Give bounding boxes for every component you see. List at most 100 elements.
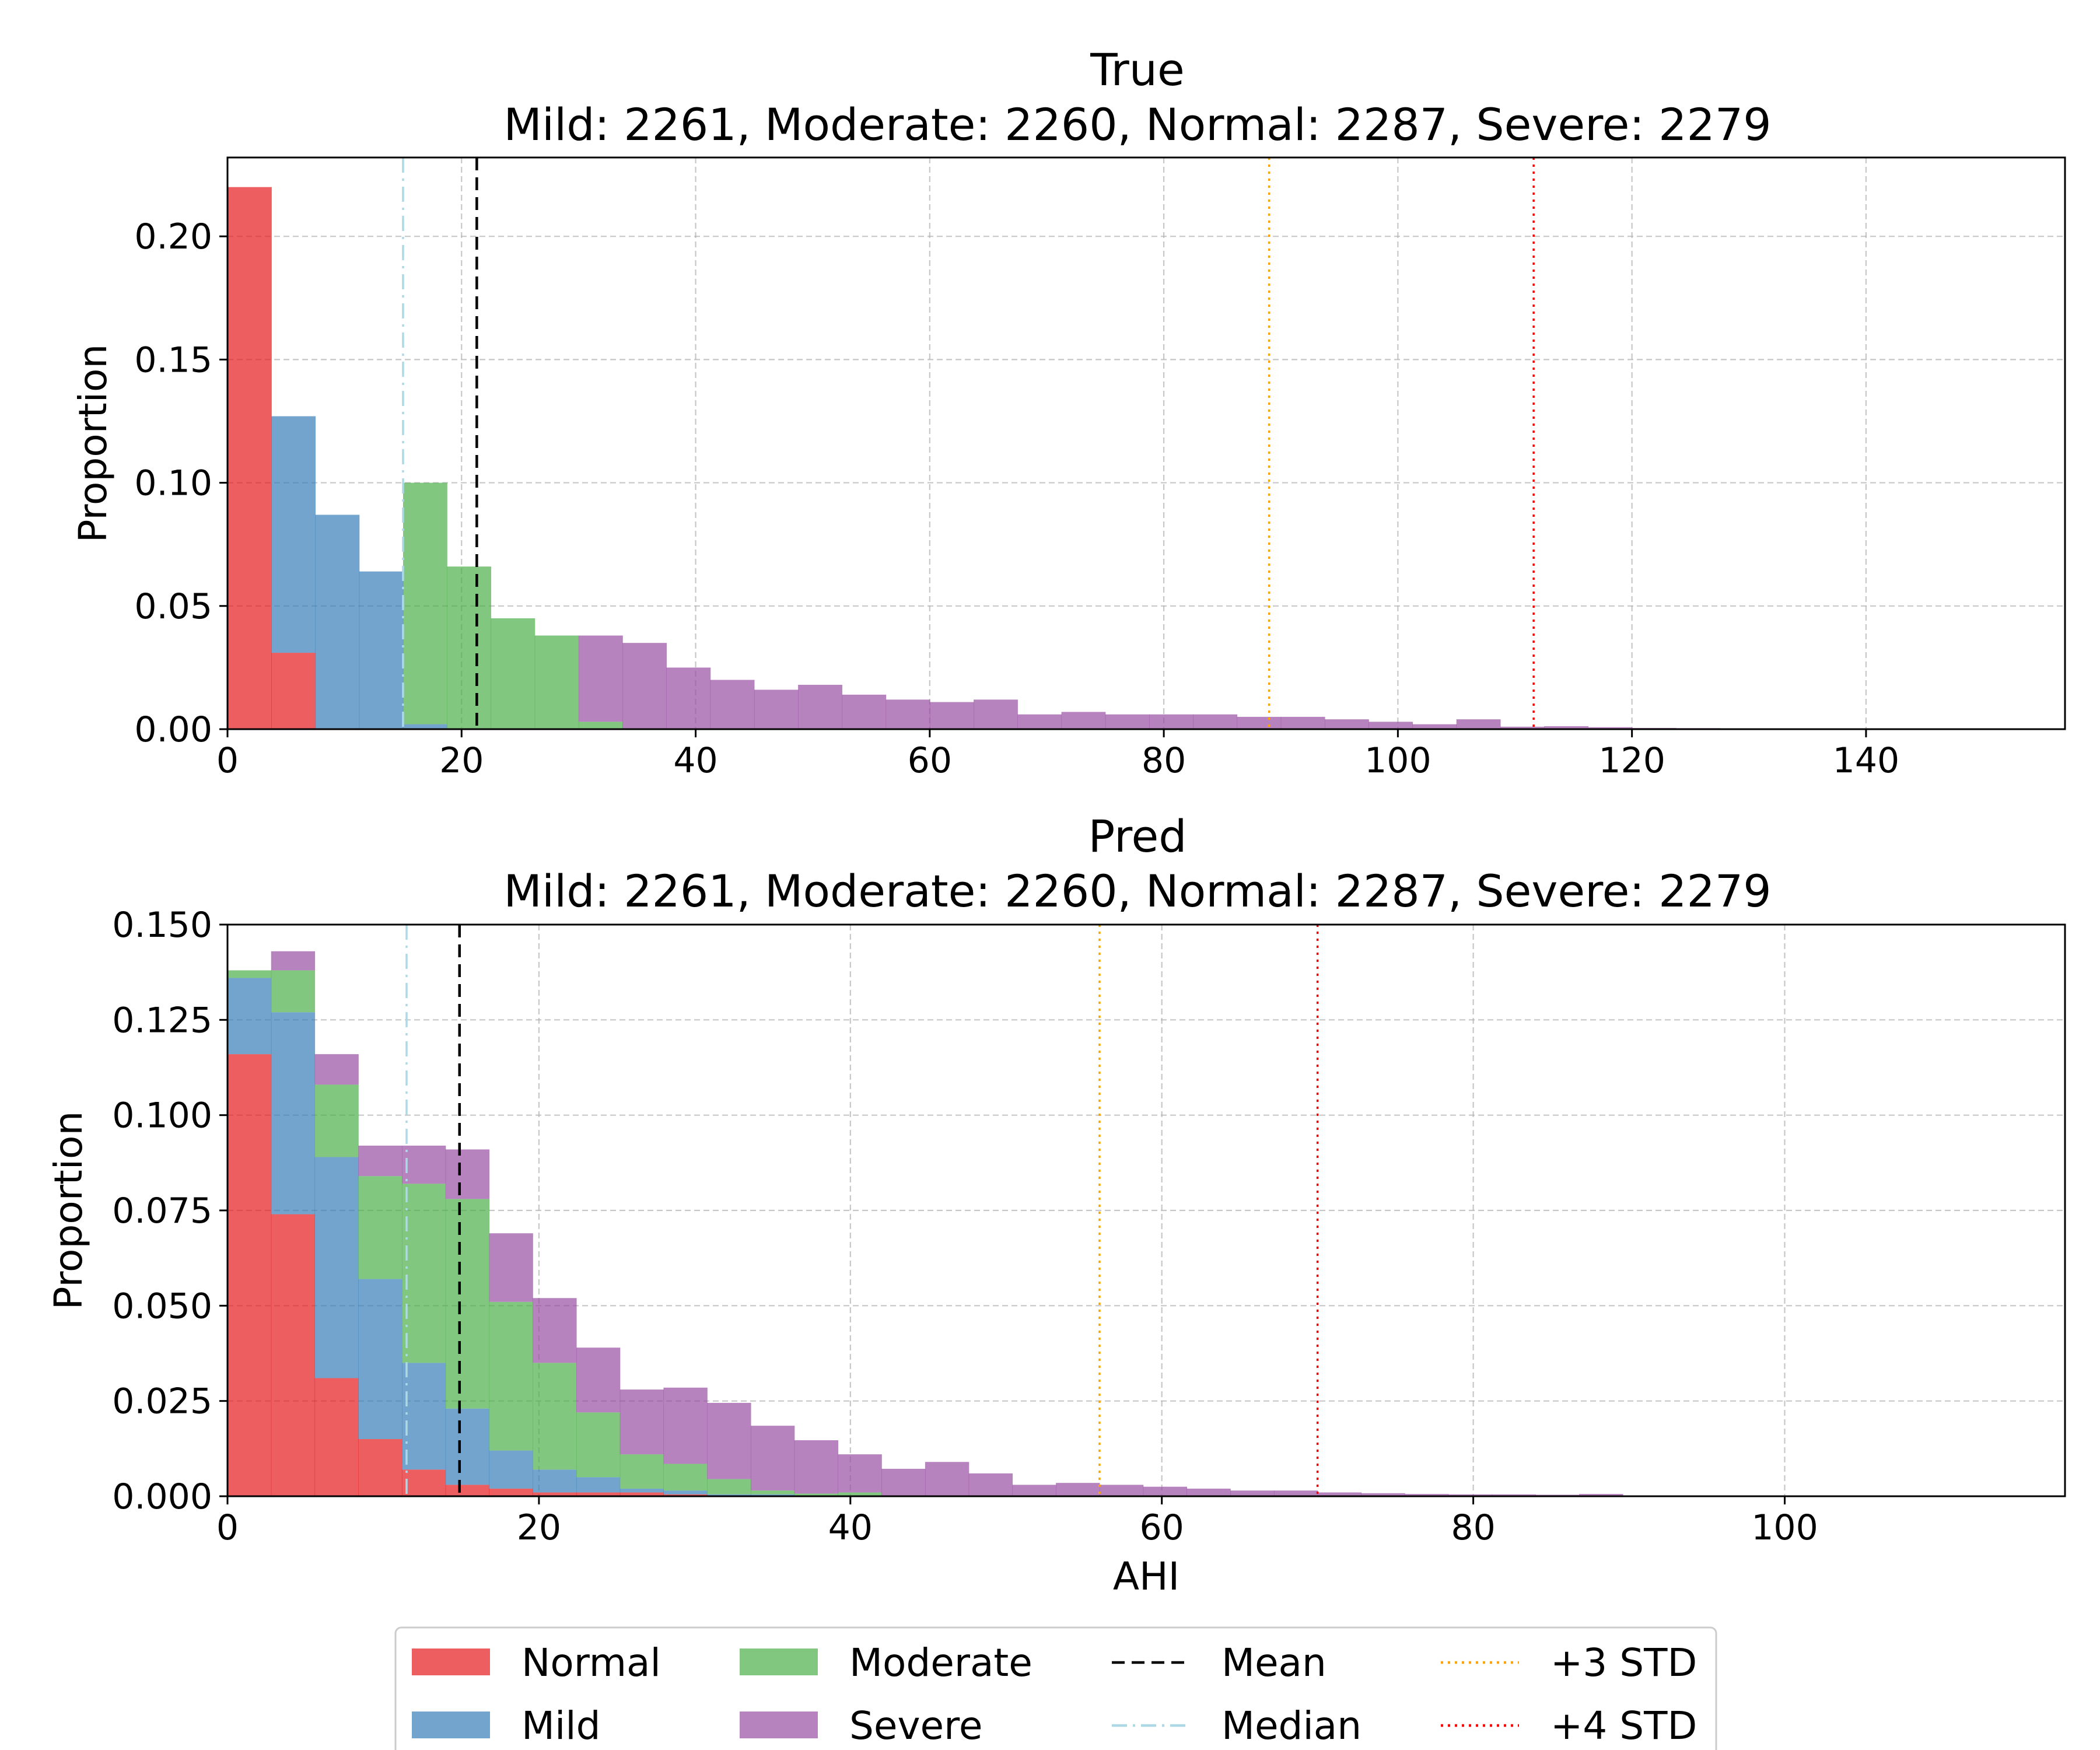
- chart-true-bar-severe: [1061, 712, 1106, 729]
- chart-true-bar-severe: [1544, 726, 1589, 729]
- chart-pred-y-tick-label: 0.000: [112, 1476, 212, 1517]
- chart-pred-bar-severe: [1405, 1494, 1449, 1496]
- chart-pred-bar-moderate: [228, 970, 272, 978]
- chart-pred-bar-moderate: [401, 1184, 446, 1363]
- chart-pred-y-tick-label: 0.150: [112, 905, 212, 946]
- chart-true-axes-frame: [226, 156, 2066, 730]
- legend-swatch-moderate: [740, 1648, 818, 1675]
- chart-pred-bar-severe: [489, 1233, 533, 1302]
- chart-pred-bar-severe: [794, 1440, 839, 1494]
- chart-pred-bar-mild: [707, 1494, 751, 1496]
- chart-true-bar-severe: [710, 680, 755, 729]
- chart-pred-x-tick-label: 0: [216, 1507, 239, 1548]
- chart-pred-bar-severe: [1492, 1494, 1536, 1496]
- chart-pred-bar-normal: [358, 1439, 402, 1496]
- chart-true-bar-mild: [315, 514, 360, 729]
- chart-true-bar-severe: [1588, 727, 1633, 729]
- chart-pred-bar-severe: [1230, 1490, 1275, 1496]
- chart-true-bar-severe: [1500, 726, 1545, 729]
- chart-pred-bar-severe: [1012, 1485, 1056, 1496]
- chart-pred-bar-normal: [401, 1469, 446, 1496]
- chart-pred-x-tick-label: 60: [1140, 1507, 1184, 1548]
- chart-pred-bar-normal: [489, 1488, 533, 1496]
- chart-pred-bar-severe: [620, 1390, 664, 1455]
- chart-true-bar-severe: [842, 694, 887, 729]
- legend-swatch-mild: [412, 1712, 490, 1738]
- chart-true-bar-moderate: [402, 482, 447, 724]
- chart-pred-bar-moderate: [663, 1464, 708, 1491]
- chart-true-y-axis-label: Proportion: [71, 344, 116, 543]
- chart-pred-y-axis-label: Proportion: [46, 1111, 91, 1310]
- chart-pred-bar-mild: [271, 1012, 316, 1214]
- chart-pred-bar-severe: [576, 1348, 621, 1413]
- chart-true-bar-severe: [1193, 714, 1238, 729]
- chart-true-y-tick-label: 0.05: [134, 586, 212, 627]
- legend-label-std3: +3 STD: [1550, 1640, 1697, 1685]
- chart-true-title: True: [1090, 44, 1184, 96]
- chart-pred-bar-severe: [1056, 1483, 1100, 1496]
- chart-true-bar-severe: [1280, 716, 1325, 729]
- chart-true-bar-severe: [1368, 722, 1413, 729]
- chart-true-bar-severe: [1456, 719, 1501, 729]
- chart-pred-bar-normal: [663, 1494, 708, 1496]
- chart-pred-bar-mild: [445, 1408, 490, 1485]
- chart-pred-bar-moderate: [489, 1301, 533, 1451]
- chart-true-x-tick-label: 20: [439, 740, 484, 781]
- chart-pred-bar-severe: [1273, 1490, 1318, 1496]
- chart-pred-bar-moderate: [794, 1493, 839, 1496]
- chart-pred-bar-severe: [1143, 1486, 1188, 1496]
- chart-pred-bar-severe: [1099, 1485, 1144, 1496]
- chart-pred-bar-normal: [576, 1492, 621, 1496]
- chart-pred-bar-severe: [838, 1454, 882, 1493]
- chart-true-ticks: 0 20 40 60 80 100 120 140 0.00 0.05 0.10 0.15 0.20: [134, 216, 1899, 781]
- chart-pred-bar-severe: [271, 951, 316, 971]
- chart-pred-bar-moderate: [838, 1492, 882, 1496]
- chart-true-bar-moderate: [534, 635, 579, 729]
- legend-items: Normal Mild Moderate Severe Mean Median +3 STD…: [412, 1640, 1697, 1748]
- chart-pred-bar-moderate: [533, 1363, 577, 1470]
- chart-true-bar-severe: [1237, 716, 1282, 729]
- chart-pred-y-tick-label: 0.050: [112, 1286, 212, 1326]
- chart-pred-bar-moderate: [271, 970, 316, 1013]
- chart-pred-bar-moderate: [620, 1454, 664, 1489]
- chart-true-bar-severe: [1412, 724, 1457, 729]
- chart-pred-bar-severe: [1448, 1494, 1493, 1496]
- chart-pred-bar-severe: [445, 1149, 490, 1199]
- chart-true-y-tick-label: 0.20: [134, 216, 212, 257]
- chart-pred-bar-moderate: [750, 1490, 795, 1494]
- chart-true-bars: [228, 187, 2028, 729]
- chart-pred-bar-severe: [1579, 1494, 1623, 1496]
- chart-pred-bar-severe: [750, 1426, 795, 1491]
- chart-pred-bar-severe: [1186, 1488, 1231, 1496]
- chart-pred-ticks: 0 20 40 60 80 100 0.000 0.025 0.050 0.075 0.100 0.1…: [112, 905, 1818, 1548]
- chart-pred-bars: [228, 951, 1667, 1496]
- chart-pred-reference-lines: [405, 925, 1319, 1496]
- chart-pred-y-tick-label: 0.025: [112, 1381, 212, 1422]
- chart-true-bar-severe: [1105, 714, 1150, 729]
- chart-true: True Mild: 2261, Moderate: 2260, Normal:…: [71, 44, 2066, 781]
- chart-true-x-tick-label: 140: [1833, 740, 1900, 781]
- legend-label-severe: Severe: [849, 1703, 982, 1748]
- chart-true-y-tick-label: 0.15: [134, 340, 212, 380]
- chart-pred-x-axis-label: AHI: [1113, 1554, 1180, 1599]
- chart-true-bar-severe: [798, 684, 842, 729]
- chart-pred-bar-moderate: [314, 1084, 359, 1157]
- chart-pred-bar-severe: [925, 1462, 970, 1496]
- legend-label-normal: Normal: [522, 1640, 661, 1685]
- chart-true-subtitle: Mild: 2261, Moderate: 2260, Normal: 2287…: [503, 99, 1771, 150]
- chart-pred-x-tick-label: 100: [1751, 1507, 1818, 1548]
- chart-pred-bar-severe: [358, 1145, 402, 1177]
- legend-label-median: Median: [1222, 1703, 1362, 1748]
- chart-pred-bar-mild: [620, 1488, 664, 1493]
- legend-box: [394, 1626, 1717, 1750]
- chart-true-bar-severe: [1324, 719, 1369, 729]
- chart-true-bar-severe: [1017, 714, 1062, 729]
- chart-true-bar-mild: [359, 571, 404, 729]
- chart-true-y-tick-label: 0.10: [134, 463, 212, 504]
- chart-true-bar-mild: [271, 416, 316, 653]
- chart-true-bar-severe: [974, 699, 1018, 729]
- chart-pred-bar-mild: [401, 1363, 446, 1470]
- chart-pred: Pred Mild: 2261, Moderate: 2260, Normal:…: [46, 810, 2066, 1599]
- legend-swatch-severe: [740, 1712, 818, 1738]
